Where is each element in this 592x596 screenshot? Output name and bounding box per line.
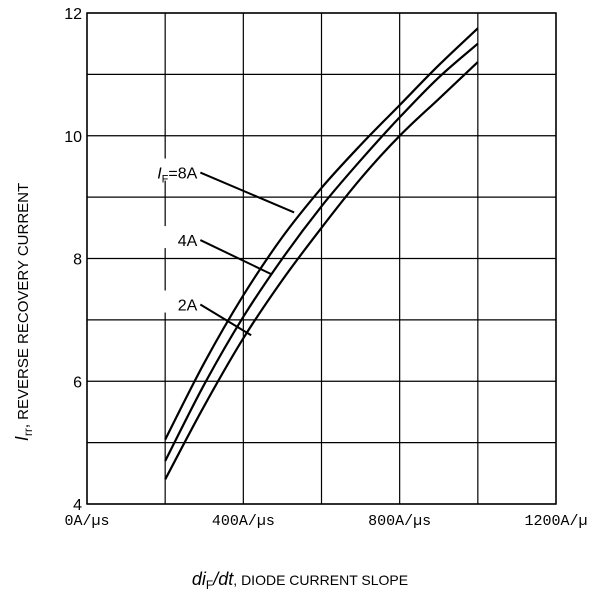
- y-tick-label-4: 12: [64, 6, 82, 23]
- y-axis-label-rest: , REVERSE RECOVERY CURRENT: [15, 183, 32, 428]
- y-axis-label-main: I: [12, 436, 32, 441]
- series-label-2: 2A: [178, 298, 198, 315]
- y-tick-label-3: 10: [64, 129, 82, 146]
- series-leader-0: [199, 171, 295, 214]
- y-tick-labels: 4 6 8 10 12: [64, 6, 82, 514]
- series-curve-2: [164, 61, 479, 480]
- x-axis-label-sub: F: [206, 578, 213, 592]
- series-label-1: 4A: [178, 233, 198, 250]
- x-tick-label-3: 1200A/µ: [524, 513, 587, 530]
- series-labels: IF=8A 4A 2A: [134, 158, 295, 337]
- series-label-bg-1: [160, 226, 201, 249]
- plot-frame: [86, 12, 557, 505]
- series-label-bg-0: [134, 158, 201, 181]
- y-tick-label-2: 8: [73, 252, 82, 269]
- x-axis-label-dt: dt: [218, 569, 234, 589]
- x-axis-label-rest: , DIODE CURRENT SLOPE: [233, 572, 408, 588]
- y-axis-label-sub: rr: [21, 428, 35, 436]
- x-axis-label-main: di: [192, 569, 207, 589]
- grid: [86, 12, 557, 505]
- series-curve-0: [164, 27, 479, 441]
- series-curve-1: [164, 42, 479, 462]
- series-leader-1: [199, 239, 272, 275]
- x-axis-label-slash: /: [211, 569, 220, 589]
- x-axis-label: diF/dt, DIODE CURRENT SLOPE: [192, 569, 408, 592]
- series-label-0: IF=8A: [157, 166, 197, 186]
- x-tick-label-0: 0A/µs: [64, 513, 109, 530]
- y-tick-label-1: 6: [73, 374, 82, 391]
- x-tick-label-2: 800A/µs: [368, 513, 431, 530]
- y-axis-label: Irr, REVERSE RECOVERY CURRENT: [12, 183, 35, 441]
- series-leader-2: [199, 303, 252, 337]
- x-tick-label-1: 400A/µs: [212, 513, 275, 530]
- y-tick-label-0: 4: [73, 497, 82, 514]
- curves: [164, 27, 479, 480]
- series-label-bg-2: [160, 290, 201, 313]
- x-tick-labels: 0A/µs 400A/µs 800A/µs 1200A/µ: [64, 513, 587, 530]
